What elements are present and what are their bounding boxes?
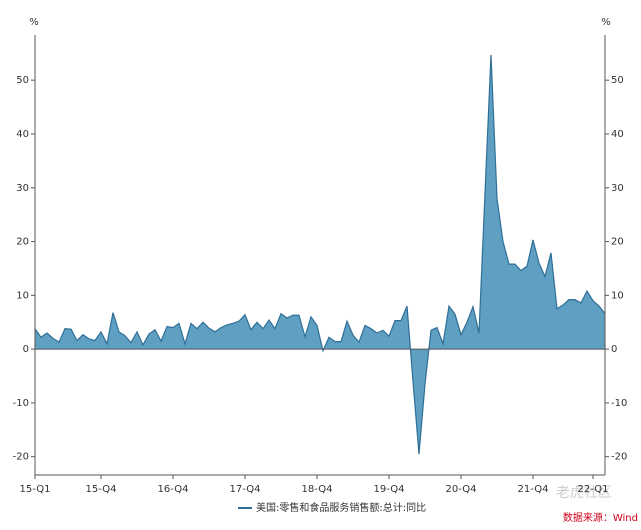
x-tick-label: 19-Q4 — [374, 484, 405, 495]
y2-tick-label: -20 — [611, 452, 627, 463]
y-tick-label: 20 — [16, 237, 29, 248]
x-tick-label: 16-Q4 — [158, 484, 189, 495]
y-tick-label: 10 — [16, 290, 29, 301]
y-tick-label: 0 — [23, 344, 29, 355]
x-tick-label: 20-Q4 — [446, 484, 477, 495]
legend-label: 美国:零售和食品服务销售额:总计:同比 — [256, 501, 426, 514]
y-tick-label: -20 — [13, 452, 29, 463]
y2-tick-label: 0 — [611, 344, 617, 355]
area-fill — [35, 54, 605, 455]
x-tick-label: 17-Q4 — [230, 484, 261, 495]
y2-unit: % — [601, 17, 611, 28]
y2-tick-label: 20 — [611, 237, 624, 248]
watermark: 老虎社区 — [556, 485, 612, 501]
y2-tick-label: -10 — [611, 398, 627, 409]
x-tick-label: 18-Q4 — [302, 484, 333, 495]
y-tick-label: 50 — [16, 75, 29, 86]
x-tick-label: 15-Q1 — [20, 484, 51, 495]
y2-tick-label: 40 — [611, 129, 624, 140]
source: 数据来源：Wind — [563, 511, 638, 524]
area-line — [34, 54, 606, 455]
y-tick-label: 40 — [16, 129, 29, 140]
y-unit: % — [29, 17, 39, 28]
y2-tick-label: 50 — [611, 75, 624, 86]
y-tick-label: -10 — [13, 398, 29, 409]
y-tick-label: 30 — [16, 183, 29, 194]
y2-tick-label: 10 — [611, 290, 624, 301]
x-tick-label: 22-Q1 — [578, 484, 609, 495]
y2-tick-label: 30 — [611, 183, 624, 194]
x-tick-label: 15-Q4 — [86, 484, 117, 495]
x-tick-label: 21-Q4 — [518, 484, 549, 495]
